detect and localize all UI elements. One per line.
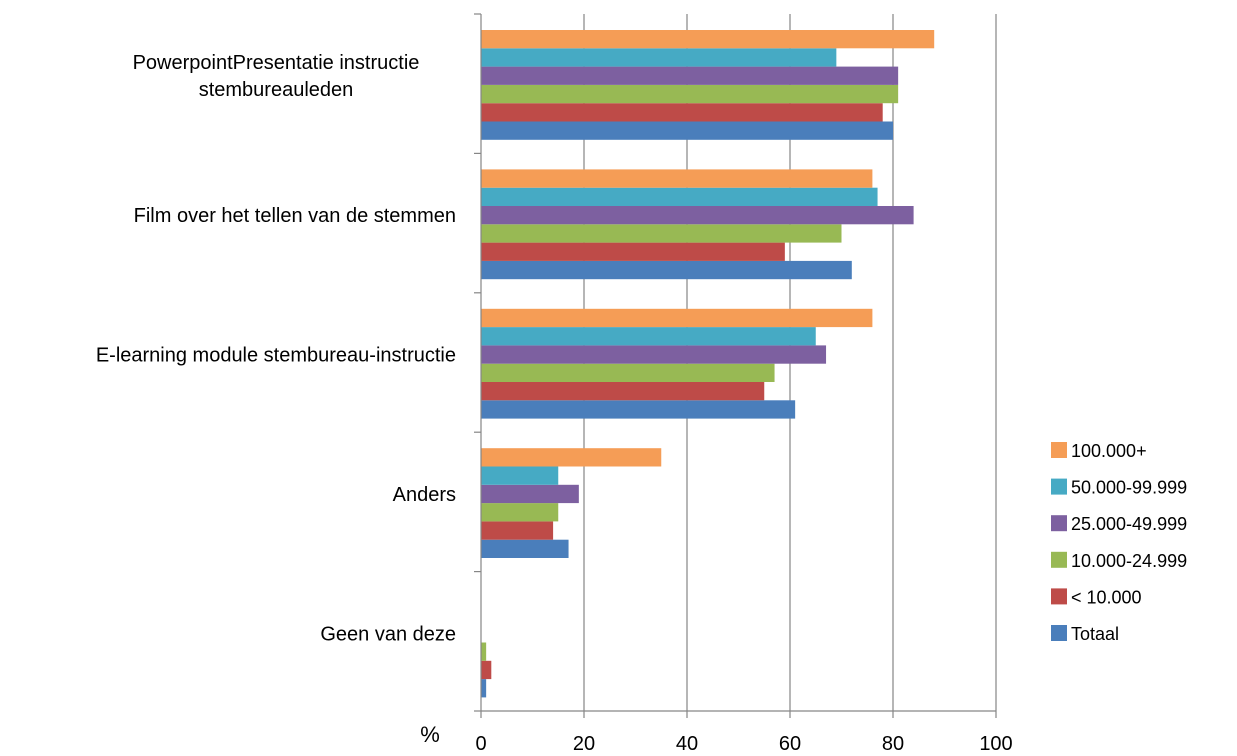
category-label: Film over het tellen van de stemmen: [134, 205, 456, 227]
legend-label-50-000-99-999: 50.000-99.999: [1071, 478, 1187, 498]
bar-100-000: [481, 169, 873, 188]
legend-label-10-000-24-999: 10.000-24.999: [1071, 551, 1187, 571]
bar-50-000-99-999: [481, 327, 816, 346]
bar-10-000: [481, 103, 883, 122]
legend-swatch-50-000-99-999: [1051, 478, 1067, 495]
category-label: stembureauleden: [199, 79, 354, 101]
bar-totaal: [481, 400, 796, 419]
category-label: Geen van deze: [320, 623, 456, 645]
legend-label-10-000: < 10.000: [1071, 587, 1142, 607]
x-tick-label: 20: [573, 733, 595, 755]
bar-100-000: [481, 30, 935, 49]
legend-label-100-000: 100.000+: [1071, 441, 1147, 461]
x-axis-unit-label: %: [420, 722, 440, 747]
category-label: Anders: [393, 484, 456, 506]
legend-label-totaal: Totaal: [1071, 624, 1119, 644]
bar-25-000-49-999: [481, 345, 827, 364]
bar-50-000-99-999: [481, 48, 837, 67]
bar-10-000-24-999: [481, 503, 559, 522]
legend-label-25-000-49-999: 25.000-49.999: [1071, 514, 1187, 534]
bar-10-000-24-999: [481, 224, 842, 243]
bar-10-000: [481, 242, 785, 261]
bar-25-000-49-999: [481, 484, 579, 504]
legend-swatch-totaal: [1051, 625, 1067, 641]
bar-10-000-24-999: [481, 363, 775, 382]
category-labels: PowerpointPresentatie instructie stembure…: [96, 52, 456, 645]
x-tick-label: 40: [676, 733, 698, 755]
bar-totaal: [481, 679, 487, 698]
category-label: PowerpointPresentatie instructie: [133, 52, 420, 74]
bar-25-000-49-999: [481, 66, 899, 85]
bar-totaal: [481, 539, 569, 558]
bar-10-000: [481, 660, 492, 680]
legend-swatch-25-000-49-999: [1051, 515, 1067, 532]
axes: [474, 13, 997, 718]
bar-50-000-99-999: [481, 466, 559, 485]
bar-10-000: [481, 521, 554, 540]
bar-10-000-24-999: [481, 642, 487, 661]
category-label: E-learning module stembureau-instructie: [96, 345, 456, 367]
bar-100-000: [481, 448, 662, 467]
tick-labels: 0 20 40 60 80 100: [475, 733, 1012, 755]
bar-25-000-49-999: [481, 206, 914, 225]
bars: [481, 30, 935, 698]
legend: 100.000+ 50.000-99.999 25.000-49.999 10.000…: [1051, 441, 1187, 644]
bar-totaal: [481, 260, 852, 280]
bar-50-000-99-999: [481, 187, 878, 206]
bar-10-000-24-999: [481, 84, 899, 104]
x-tick-label: 60: [779, 733, 801, 755]
x-tick-label: 100: [979, 733, 1012, 755]
x-tick-label: 0: [475, 733, 486, 755]
bar-100-000: [481, 308, 873, 328]
x-tick-label: 80: [882, 733, 904, 755]
legend-swatch-100-000: [1051, 442, 1067, 458]
bar-10-000: [481, 382, 765, 401]
legend-swatch-10-000-24-999: [1051, 551, 1067, 568]
legend-swatch-10-000: [1051, 588, 1067, 605]
bar-totaal: [481, 121, 893, 140]
